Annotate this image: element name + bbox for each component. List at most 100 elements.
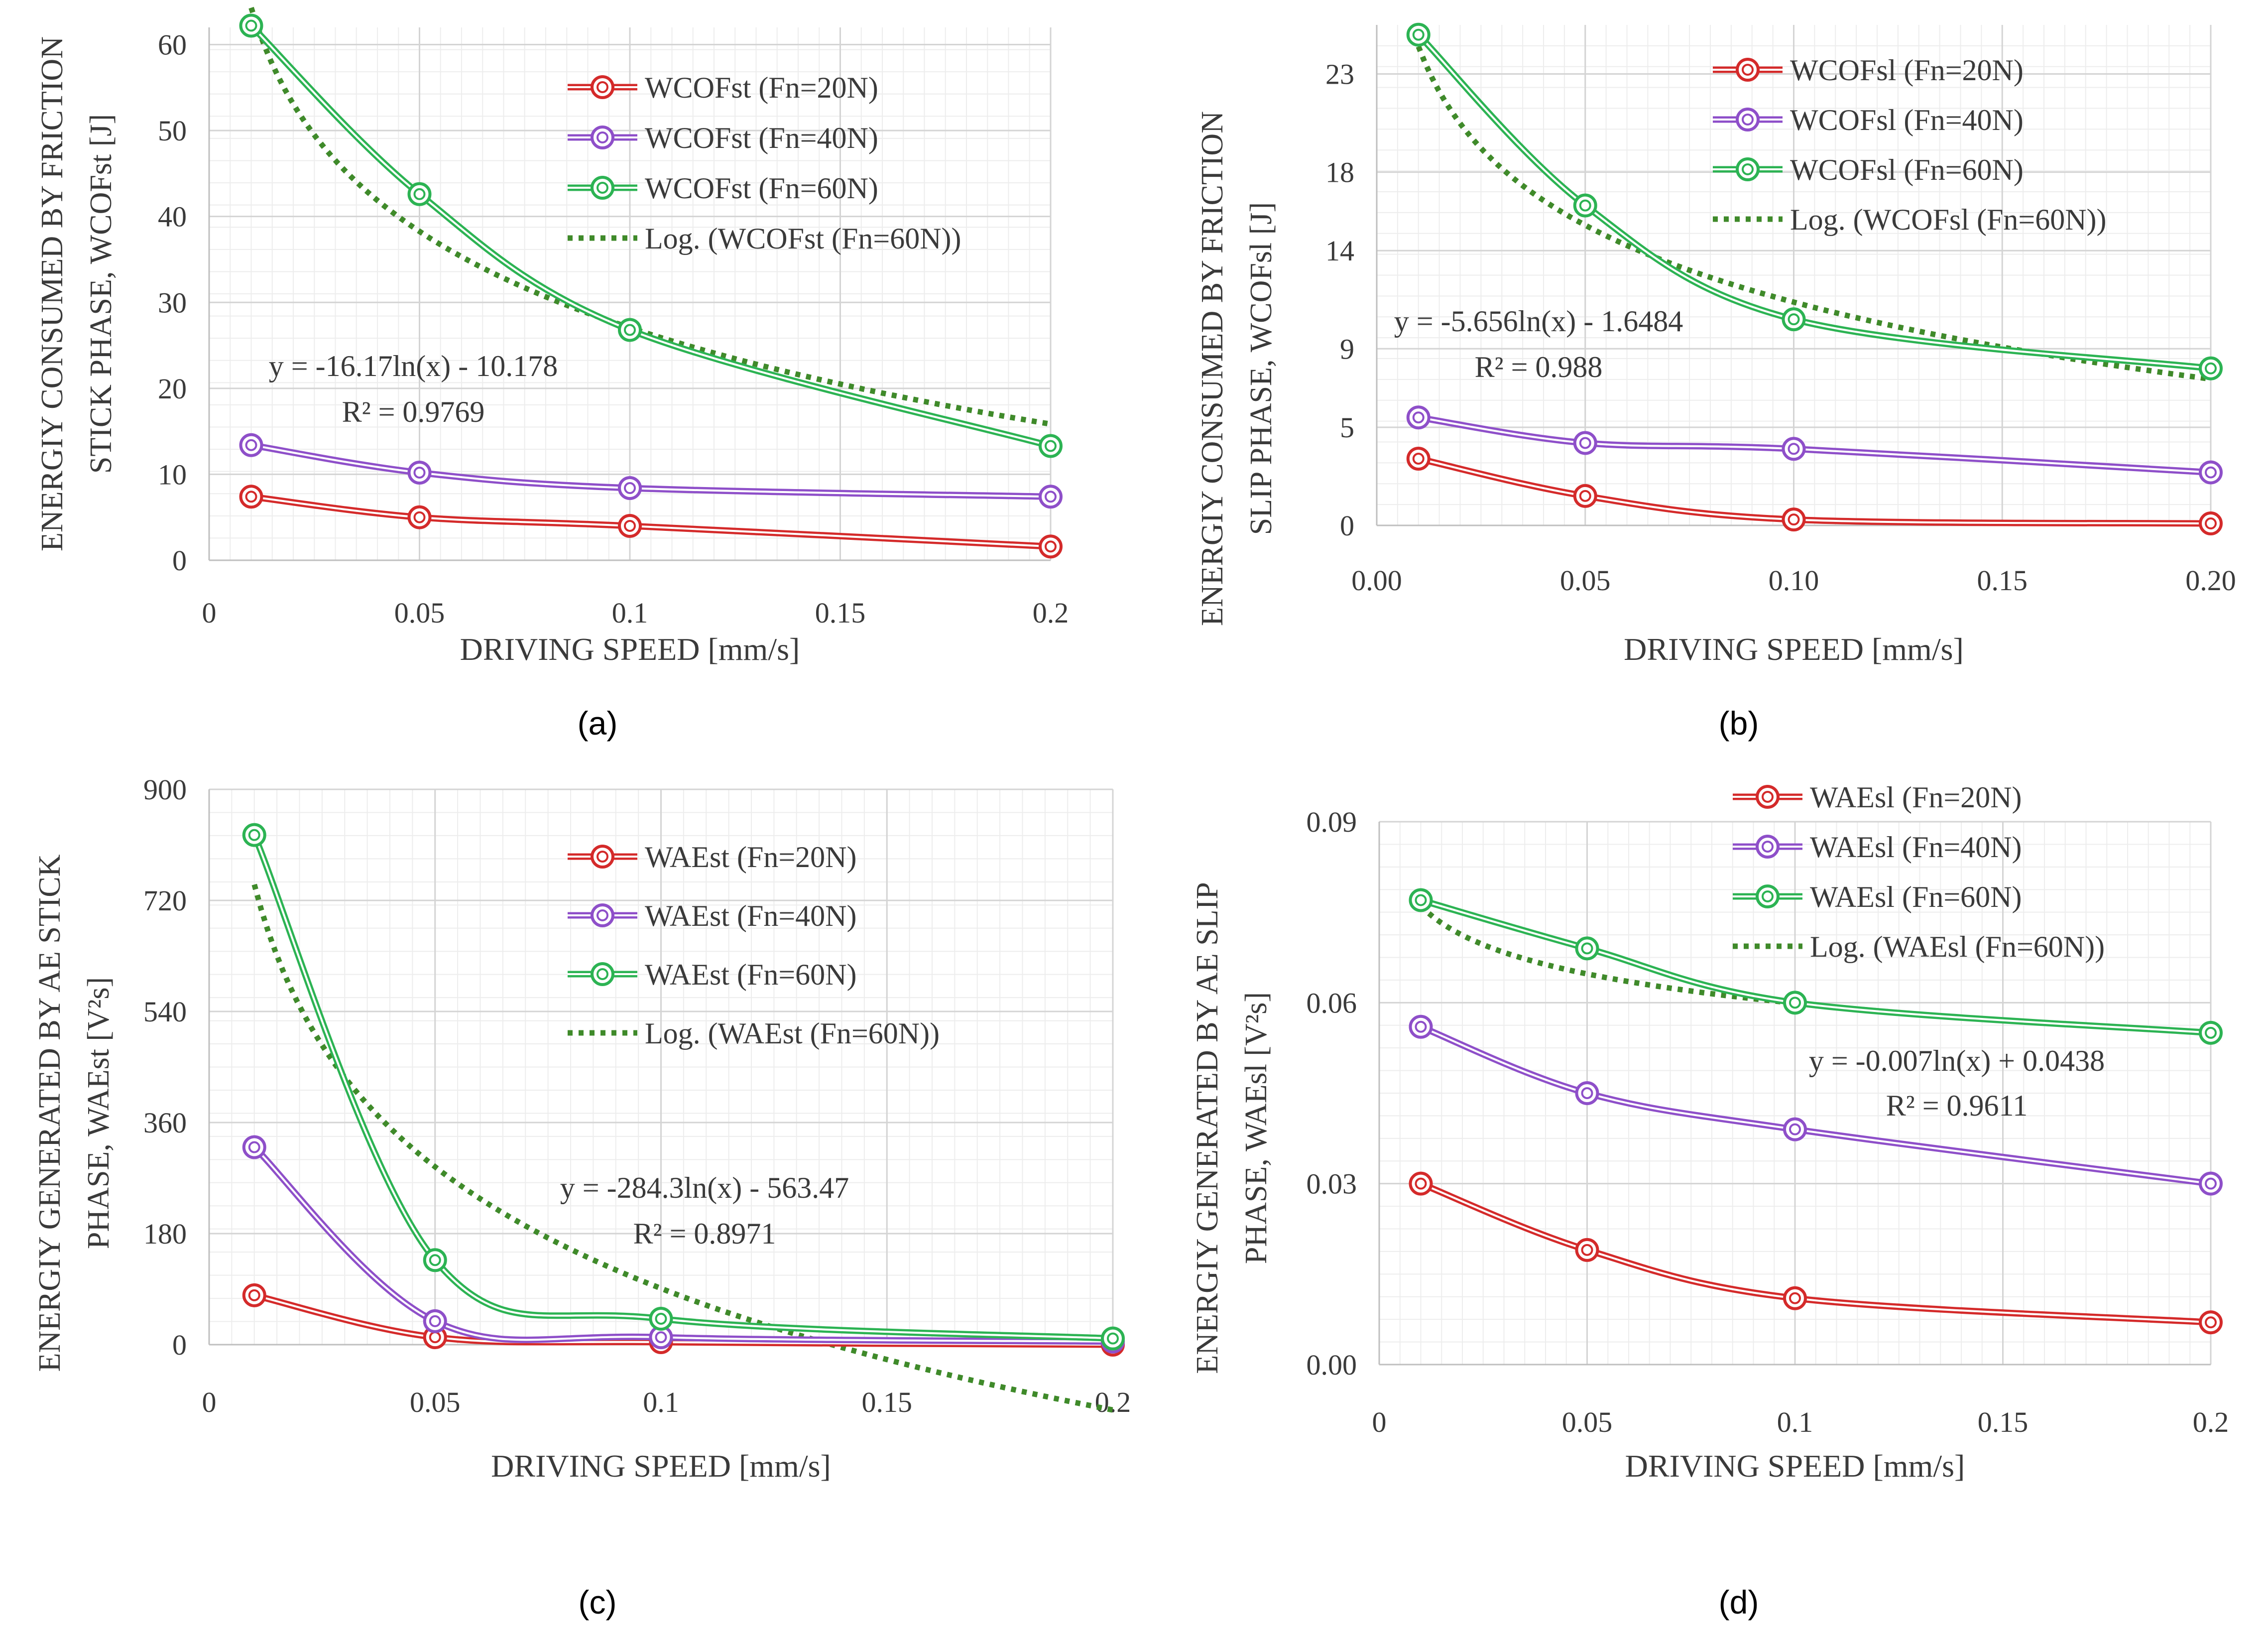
data-point — [1101, 1326, 1125, 1351]
data-point-inner — [1415, 1020, 1427, 1033]
legend-marker — [1756, 835, 1780, 859]
caption-b: (b) — [1719, 705, 1759, 742]
x-tick-label: 0.20 — [2185, 564, 2236, 597]
data-point-inner — [1581, 1244, 1593, 1256]
legend-label: WAEsl (Fn=20N) — [1810, 781, 2022, 814]
legend-marker-inner — [1742, 114, 1754, 126]
legend-label: WCOFsl (Fn=20N) — [1790, 54, 2024, 87]
legend-marker — [591, 75, 614, 99]
legend-marker — [591, 962, 614, 986]
data-point-inner — [1415, 894, 1427, 906]
y-tick-label: 720 — [143, 884, 187, 917]
data-point — [1039, 434, 1063, 458]
trendline-equation: y = -16.17ln(x) - 10.178 — [269, 350, 558, 382]
data-point — [1039, 534, 1063, 559]
x-tick-label: 0.05 — [394, 597, 445, 629]
data-point — [242, 823, 266, 847]
data-point-inner — [655, 1312, 667, 1325]
y-tick-label: 0 — [1340, 509, 1354, 542]
x-tick-label: 0.1 — [1777, 1406, 1813, 1438]
y-tick-label: 5 — [1340, 411, 1354, 444]
data-point-inner — [429, 1254, 441, 1266]
series-line-highlight — [253, 834, 1113, 1340]
y-tick-label: 0.09 — [1307, 806, 1357, 838]
series-line-highlight — [1420, 1025, 2211, 1185]
data-point — [423, 1248, 447, 1272]
legend-marker-inner — [1762, 791, 1774, 803]
x-tick-label: 0.2 — [1095, 1386, 1131, 1418]
legend-label: WCOFsl (Fn=40N) — [1790, 104, 2024, 136]
trendline-r-squared: R² = 0.8971 — [633, 1217, 776, 1250]
y-axis-title: ENERGIY CONSUMED BY FRICTION — [1195, 111, 1229, 626]
data-point-inner — [1579, 437, 1591, 449]
data-point-inner — [1579, 199, 1591, 212]
data-point-inner — [624, 482, 636, 495]
x-tick-label: 0 — [1372, 1406, 1387, 1438]
chart-panel-a: 0 0.05 0.1 0.15 0.2 0 10 20 30 40 50 60 DRIVING SPEE… — [35, 6, 1069, 667]
trendline-equation: y = -284.3ln(x) - 563.47 — [560, 1171, 849, 1204]
legend-marker — [1756, 884, 1780, 908]
data-point-inner — [413, 511, 426, 523]
data-point — [1573, 431, 1597, 455]
data-point-inner — [1045, 440, 1057, 452]
data-point — [2199, 356, 2223, 380]
trendline-r-squared: R² = 0.9769 — [342, 395, 485, 428]
legend-marker — [1736, 157, 1760, 181]
data-point-inner — [1788, 443, 1800, 455]
x-tick-label: 0.1 — [612, 597, 648, 629]
series-line-highlight — [1420, 1182, 2211, 1324]
data-point — [1406, 447, 1431, 471]
x-tick-label: 0.05 — [410, 1386, 461, 1418]
data-point — [2199, 1020, 2223, 1045]
y-tick-label: 10 — [158, 458, 187, 491]
y-tick-label: 23 — [1325, 58, 1354, 91]
legend-marker — [591, 903, 614, 927]
legend-label: WCOFst (Fn=60N) — [645, 172, 878, 205]
trendline — [251, 883, 1114, 1413]
data-point — [407, 182, 432, 206]
chart-panel-b: 0.00 0.05 0.10 0.15 0.20 0 5 9 14 18 23 DRIVING SPE… — [1195, 22, 2236, 667]
data-point-inner — [624, 324, 636, 336]
data-point — [1575, 1238, 1599, 1262]
x-axis-title: DRIVING SPEED [mm/s] — [1624, 631, 1964, 667]
data-point — [618, 476, 642, 501]
legend-marker-inner — [1742, 163, 1754, 175]
y-tick-label: 40 — [158, 201, 187, 233]
legend-label: WCOFst (Fn=40N) — [645, 122, 878, 154]
x-axis-title: DRIVING SPEED [mm/s] — [1625, 1448, 1965, 1484]
data-point-inner — [1788, 513, 1800, 526]
legend-marker-inner — [1762, 841, 1774, 853]
data-point-inner — [245, 19, 257, 32]
legend-marker-inner — [597, 81, 608, 93]
data-point — [2199, 1171, 2223, 1196]
legend-marker-inner — [597, 968, 608, 980]
data-point-inner — [1789, 1123, 1801, 1135]
data-point — [1782, 507, 1806, 532]
data-point — [1409, 1014, 1433, 1039]
x-axis-title: DRIVING SPEED [mm/s] — [491, 1448, 831, 1484]
x-tick-label: 0.10 — [1769, 564, 1819, 597]
series-line-highlight — [1418, 34, 2211, 370]
data-point — [1409, 888, 1433, 912]
legend-label: WAEsl (Fn=60N) — [1810, 880, 2022, 913]
data-point — [1783, 991, 1807, 1015]
data-point — [407, 505, 432, 529]
legend-marker-inner — [597, 131, 608, 143]
data-point — [649, 1306, 673, 1331]
data-point-inner — [624, 519, 636, 532]
y-axis-title: ENERGIY GENERATED BY AE SLIP — [1191, 882, 1224, 1374]
data-point-inner — [2205, 466, 2217, 479]
data-point — [1782, 437, 1806, 461]
legend-label: Log. (WAEst (Fn=60N)) — [645, 1017, 940, 1050]
legend-label: WAEsl (Fn=40N) — [1810, 831, 2022, 864]
series-line-highlight — [1420, 899, 2211, 1034]
x-tick-label: 0 — [202, 1386, 217, 1418]
data-point — [407, 460, 432, 485]
data-point-inner — [1412, 453, 1425, 465]
trendline-equation: y = -5.656ln(x) - 1.6484 — [1394, 305, 1683, 338]
y-tick-label: 9 — [1340, 333, 1354, 365]
data-point — [239, 13, 263, 38]
caption-c: (c) — [579, 1584, 617, 1621]
y-tick-label: 0 — [172, 544, 187, 577]
trendline-equation: y = -0.007ln(x) + 0.0438 — [1809, 1044, 2105, 1077]
